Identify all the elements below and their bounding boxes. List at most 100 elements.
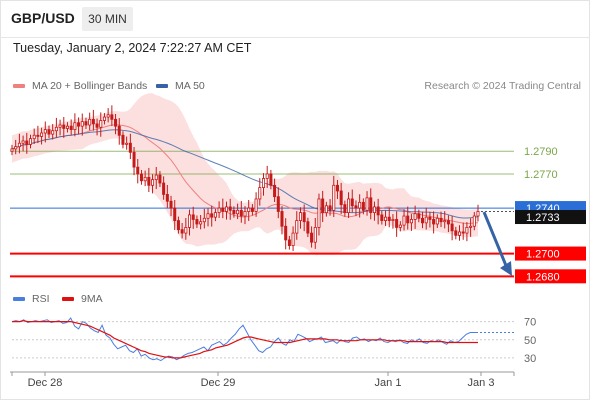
candle-body xyxy=(372,206,376,214)
candle-body xyxy=(58,124,62,128)
legend-ma50: MA 50 xyxy=(156,80,205,92)
candle-body xyxy=(102,116,106,121)
candle-body xyxy=(446,220,450,225)
candle-body xyxy=(51,130,55,135)
candle-body xyxy=(221,207,225,212)
candle-body xyxy=(384,216,388,221)
chart-header: GBP/USD 30 MIN xyxy=(0,0,590,38)
candle-body xyxy=(47,129,51,135)
candle-body xyxy=(457,231,462,236)
candle-body xyxy=(280,211,284,227)
candle-body xyxy=(454,230,458,236)
candle-body xyxy=(117,125,121,136)
candle-body xyxy=(469,225,473,228)
candle-body xyxy=(376,206,380,216)
level-badge-1.2733 xyxy=(515,210,586,225)
candle-body xyxy=(110,114,114,120)
candle-body xyxy=(143,176,147,182)
candle-body xyxy=(365,197,369,211)
candle-body xyxy=(217,207,221,214)
candle-body xyxy=(239,209,243,217)
candle-body xyxy=(62,124,66,129)
candle-body xyxy=(202,217,206,223)
candle-body xyxy=(332,184,336,211)
candle-body xyxy=(121,134,125,145)
bollinger-band-area xyxy=(12,93,478,255)
rsi-9ma-line xyxy=(12,320,478,359)
candle-body xyxy=(199,221,203,225)
candle-body xyxy=(321,198,325,214)
candle-body xyxy=(165,194,169,202)
level-badge-1.2700 xyxy=(515,246,586,261)
candle-body xyxy=(276,196,280,212)
candle-body xyxy=(317,198,321,228)
legend-rsi-swatch xyxy=(13,297,25,301)
candle-body xyxy=(125,142,129,145)
candle-body xyxy=(435,217,439,225)
candle-body xyxy=(313,226,317,243)
legend-rsi-label: RSI xyxy=(32,293,50,305)
candle-body xyxy=(417,213,421,219)
candle-body xyxy=(439,217,443,223)
candle-body xyxy=(465,226,469,234)
candle-body xyxy=(91,118,95,125)
candle-body xyxy=(180,229,184,234)
candle-body xyxy=(147,176,151,186)
candle-body xyxy=(195,219,199,225)
candle-body xyxy=(21,140,25,144)
candle-body xyxy=(14,146,18,150)
candle-body xyxy=(354,205,358,209)
candle-body xyxy=(84,121,88,126)
rsi-tick-50: 50 xyxy=(524,335,536,347)
candle-body xyxy=(188,214,192,228)
legend-9ma: 9MA xyxy=(62,293,103,305)
x-tick-label: Jan 1 xyxy=(375,377,402,389)
candle-body xyxy=(151,179,155,186)
candle-body xyxy=(387,216,391,221)
candle-body xyxy=(132,151,136,168)
candle-body xyxy=(273,184,277,198)
candle-body xyxy=(287,239,291,247)
candle-body xyxy=(476,211,480,217)
candle-body xyxy=(65,125,69,129)
candle-body xyxy=(139,173,143,182)
candle-body xyxy=(284,225,288,241)
candle-body xyxy=(391,219,395,221)
candle-body xyxy=(136,166,140,175)
candle-body xyxy=(409,219,413,224)
candle-body xyxy=(173,207,177,221)
candle-body xyxy=(17,142,21,148)
rsi-tick-30: 30 xyxy=(524,353,536,365)
level-label-1.2733: 1.2733 xyxy=(526,212,560,224)
candle-body xyxy=(461,231,465,234)
level-label-1.2770: 1.2770 xyxy=(524,169,558,181)
timeframe-button[interactable]: 30 MIN xyxy=(82,7,133,31)
candle-body xyxy=(40,132,44,137)
candle-body xyxy=(243,211,247,217)
candle-body xyxy=(250,207,254,212)
level-label-1.2680: 1.2680 xyxy=(526,271,560,283)
legend-ma20-swatch xyxy=(13,84,25,88)
legend-9ma-label: 9MA xyxy=(81,293,103,305)
candle-body xyxy=(32,134,36,140)
candle-body xyxy=(213,212,217,218)
legend-9ma-swatch xyxy=(62,297,74,301)
candle-body xyxy=(472,215,476,227)
candle-body xyxy=(206,213,210,219)
level-label-1.2700: 1.2700 xyxy=(526,249,560,261)
candle-body xyxy=(54,126,58,132)
candle-body xyxy=(291,232,295,246)
candle-body xyxy=(73,122,77,130)
candle-body xyxy=(310,232,314,243)
candle-body xyxy=(43,129,47,134)
candle-body xyxy=(228,206,232,211)
candle-body xyxy=(324,205,328,214)
candle-body xyxy=(432,219,436,225)
candle-body xyxy=(395,219,399,228)
candle-body xyxy=(398,224,402,228)
legend-ma20: MA 20 + Bollinger Bands xyxy=(13,80,147,92)
candle-body xyxy=(261,178,266,188)
candle-body xyxy=(224,206,229,212)
candle-body xyxy=(428,216,432,220)
timestamp: Tuesday, January 2, 2024 7:22:27 AM CET xyxy=(13,41,252,55)
